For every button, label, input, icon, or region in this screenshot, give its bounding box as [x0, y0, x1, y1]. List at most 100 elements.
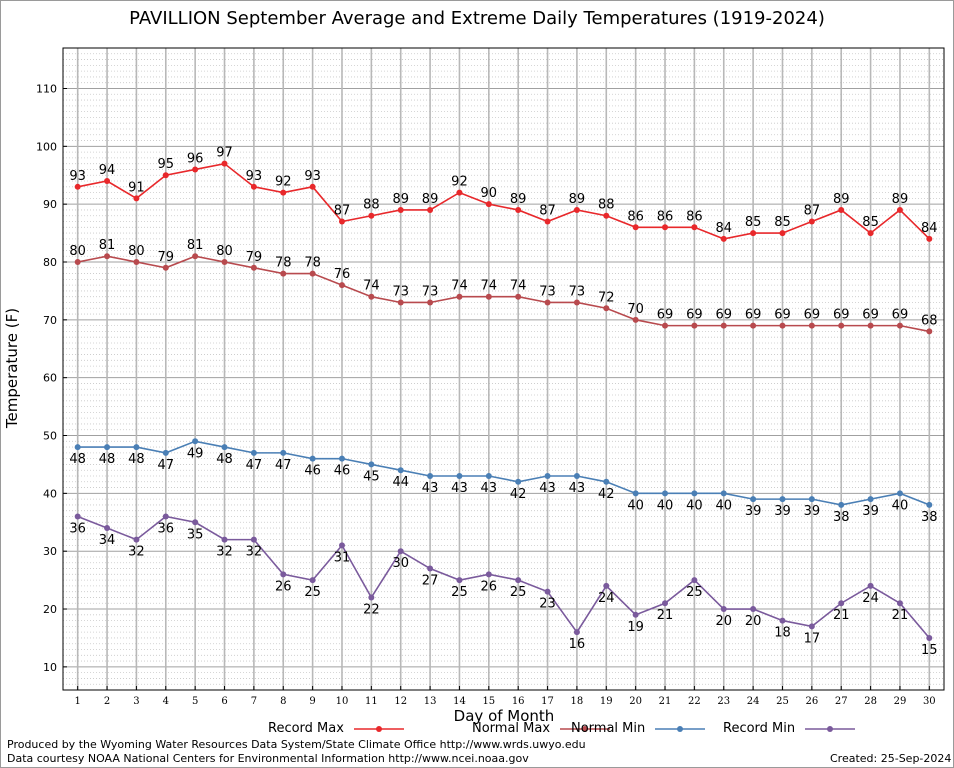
data-point: [632, 316, 639, 323]
data-label: 70: [627, 302, 644, 317]
data-label: 21: [892, 608, 909, 623]
credit-line-1: Produced by the Wyoming Water Resources …: [7, 738, 586, 751]
data-point: [162, 449, 169, 456]
data-point: [221, 259, 228, 265]
data-point: [515, 206, 522, 213]
data-point: [250, 183, 257, 190]
data-label: 40: [627, 498, 644, 513]
data-label: 40: [892, 498, 909, 513]
data-label: 78: [304, 256, 321, 271]
legend-item: Normal Max: [472, 721, 612, 736]
data-point: [397, 467, 404, 474]
data-label: 69: [745, 308, 762, 323]
data-point: [838, 322, 845, 329]
data-point: [368, 461, 375, 468]
series-line: [77, 162, 930, 240]
data-label: 21: [657, 608, 674, 623]
data-label: 15: [921, 643, 938, 658]
data-point: [397, 206, 404, 213]
legend-swatch: [655, 725, 706, 732]
data-label: 89: [510, 192, 527, 207]
data-point: [808, 322, 815, 329]
created-date: Created: 25-Sep-2024: [830, 752, 952, 765]
data-label: 80: [69, 244, 86, 259]
data-label: 69: [892, 308, 909, 323]
data-label: 93: [246, 169, 263, 184]
data-point: [544, 473, 551, 479]
data-label: 39: [745, 504, 762, 519]
data-point: [515, 577, 522, 584]
y-tick-label: 20: [43, 603, 57, 616]
data-label: 20: [715, 614, 732, 629]
legend-label: Normal Max: [472, 721, 551, 736]
data-label: 95: [158, 157, 175, 172]
x-tick-label: 16: [512, 696, 525, 707]
data-label: 84: [715, 221, 732, 236]
data-point: [808, 496, 815, 503]
y-tick-label: 60: [43, 372, 57, 385]
x-tick-label: 15: [482, 696, 495, 707]
data-point: [720, 490, 727, 497]
x-axis-label: Day of Month: [453, 707, 555, 725]
data-label: 43: [481, 481, 498, 496]
data-point: [573, 299, 580, 306]
data-point: [280, 449, 287, 456]
data-point: [368, 212, 375, 219]
data-label: 26: [275, 579, 292, 594]
x-tick-label: 9: [309, 696, 315, 707]
data-point: [926, 501, 933, 508]
data-point: [456, 293, 463, 300]
data-point: [280, 571, 287, 578]
data-point: [603, 582, 610, 589]
data-label: 47: [158, 458, 175, 473]
x-tick-label: 1: [74, 696, 80, 707]
data-label: 96: [187, 151, 204, 166]
data-point: [926, 634, 933, 641]
data-point: [779, 496, 786, 503]
data-label: 85: [862, 215, 879, 230]
data-point: [544, 218, 551, 225]
data-label: 44: [392, 475, 409, 490]
x-tick-label: 4: [163, 696, 169, 707]
data-label: 30: [392, 556, 409, 571]
data-point: [896, 600, 903, 607]
data-point: [632, 490, 639, 497]
data-point: [573, 206, 580, 213]
data-point: [250, 449, 257, 456]
data-label: 24: [862, 591, 879, 606]
data-label: 91: [128, 180, 145, 195]
data-point: [74, 513, 81, 520]
data-point: [456, 473, 463, 479]
data-label: 76: [334, 267, 351, 282]
data-point: [896, 322, 903, 329]
data-label: 89: [422, 192, 439, 207]
series-line: [77, 515, 930, 639]
data-point: [104, 253, 111, 260]
legend-swatch-marker: [375, 725, 382, 732]
data-label: 86: [686, 209, 703, 224]
data-point: [427, 473, 434, 479]
data-label: 78: [275, 256, 292, 271]
x-tick-label: 19: [600, 696, 613, 707]
data-label: 43: [569, 481, 586, 496]
data-label: 94: [99, 163, 116, 178]
x-tick-label: 8: [280, 696, 286, 707]
x-tick-label: 12: [394, 696, 407, 707]
data-label: 88: [598, 198, 615, 213]
data-label: 47: [246, 458, 263, 473]
data-label: 25: [304, 585, 321, 600]
y-tick-label: 30: [43, 545, 57, 558]
data-point: [720, 322, 727, 329]
data-label: 32: [216, 545, 233, 560]
data-point: [750, 322, 757, 329]
data-point: [338, 542, 345, 549]
data-point: [838, 600, 845, 607]
data-point: [926, 328, 933, 335]
x-tick-label: 17: [541, 696, 554, 707]
legend-swatch: [560, 725, 611, 732]
x-tick-label: 2: [104, 696, 110, 707]
data-label: 73: [569, 284, 586, 299]
data-label: 92: [275, 175, 292, 190]
